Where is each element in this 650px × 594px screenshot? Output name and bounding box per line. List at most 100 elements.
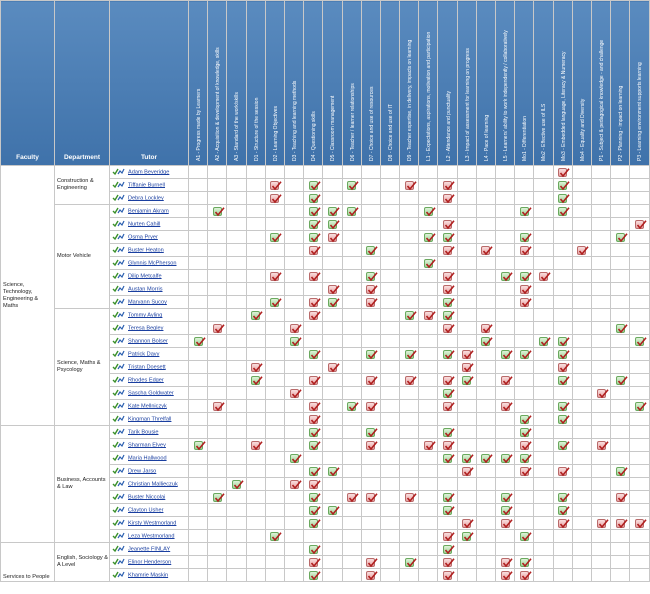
criterion-header[interactable]: L4 - Pace of learning [475, 0, 497, 166]
good-checkbox[interactable] [634, 401, 647, 411]
concern-checkbox[interactable] [366, 492, 378, 502]
concern-checkbox[interactable] [443, 375, 455, 385]
concern-checkbox[interactable] [327, 362, 340, 372]
good-checkbox[interactable] [308, 349, 321, 359]
good-checkbox[interactable] [289, 336, 302, 346]
criterion-header[interactable]: A1 - Progress made by Learners [187, 0, 209, 166]
concern-checkbox[interactable] [366, 401, 378, 411]
tutor-link[interactable]: Tarik Bousie [128, 429, 159, 436]
concern-checkbox[interactable] [481, 245, 494, 255]
criterion-header[interactable]: Mo2 - Effective use of ILS [533, 0, 554, 166]
concern-checkbox[interactable] [634, 219, 647, 229]
good-checkbox[interactable] [615, 232, 628, 242]
criterion-header[interactable]: D5 - Classroom management [322, 0, 343, 166]
tutor-status-icon[interactable] [112, 259, 125, 267]
tutor-status-icon[interactable] [112, 389, 125, 397]
concern-checkbox[interactable] [289, 388, 302, 398]
concern-checkbox[interactable] [500, 401, 513, 411]
good-checkbox[interactable] [366, 427, 378, 437]
good-checkbox[interactable] [558, 375, 570, 385]
concern-checkbox[interactable] [500, 518, 513, 528]
concern-checkbox[interactable] [519, 466, 532, 476]
good-checkbox[interactable] [481, 453, 494, 463]
good-checkbox[interactable] [558, 440, 570, 450]
good-checkbox[interactable] [308, 193, 321, 203]
good-checkbox[interactable] [443, 388, 455, 398]
department-header[interactable]: Department [54, 0, 110, 166]
tutor-link[interactable]: Clayton Usher [128, 507, 164, 514]
concern-checkbox[interactable] [538, 271, 551, 281]
tutor-link[interactable]: Buster Niccolai [128, 494, 166, 501]
concern-checkbox[interactable] [423, 440, 436, 450]
tutor-link[interactable]: Elinor Henderson [128, 559, 172, 566]
tutor-link[interactable]: Dilip Metcalfe [128, 273, 162, 280]
criterion-header[interactable]: A3 - Standard of the work/skills [226, 0, 247, 166]
good-checkbox[interactable] [443, 492, 455, 502]
good-checkbox[interactable] [251, 310, 263, 320]
tutor-link[interactable]: Austan Morris [128, 286, 163, 293]
good-checkbox[interactable] [558, 401, 570, 411]
good-checkbox[interactable] [404, 349, 417, 359]
good-checkbox[interactable] [615, 466, 628, 476]
good-checkbox[interactable] [558, 492, 570, 502]
concern-checkbox[interactable] [500, 557, 513, 567]
good-checkbox[interactable] [500, 271, 513, 281]
good-checkbox[interactable] [462, 453, 474, 463]
criterion-header[interactable]: L1 - Expectations, aspirations, motivati… [418, 0, 439, 166]
concern-checkbox[interactable] [270, 180, 282, 190]
good-checkbox[interactable] [270, 297, 282, 307]
good-checkbox[interactable] [443, 297, 455, 307]
tutor-status-icon[interactable] [112, 220, 125, 228]
good-checkbox[interactable] [308, 232, 321, 242]
concern-checkbox[interactable] [443, 284, 455, 294]
concern-checkbox[interactable] [500, 375, 513, 385]
tutor-status-icon[interactable] [112, 415, 125, 423]
concern-checkbox[interactable] [423, 310, 436, 320]
criterion-header[interactable]: D1 - Structure of the session [245, 0, 266, 166]
good-checkbox[interactable] [558, 505, 570, 515]
good-checkbox[interactable] [327, 297, 340, 307]
concern-checkbox[interactable] [462, 362, 474, 372]
good-checkbox[interactable] [212, 492, 225, 502]
good-checkbox[interactable] [308, 505, 321, 515]
good-checkbox[interactable] [615, 375, 628, 385]
criterion-header[interactable]: D3 - Teaching and learning methods [283, 0, 305, 166]
good-checkbox[interactable] [366, 349, 378, 359]
good-checkbox[interactable] [270, 531, 282, 541]
good-checkbox[interactable] [423, 232, 436, 242]
tutor-status-icon[interactable] [112, 168, 125, 176]
concern-checkbox[interactable] [462, 466, 474, 476]
concern-checkbox[interactable] [366, 570, 378, 580]
good-checkbox[interactable] [212, 206, 225, 216]
tutor-status-icon[interactable] [112, 350, 125, 358]
tutor-link[interactable]: Christian Mallieczuk [128, 481, 178, 488]
tutor-link[interactable]: Glynnis McPherson [128, 260, 177, 267]
criterion-header[interactable]: L2 - Attendance and punctuality [437, 0, 458, 166]
concern-checkbox[interactable] [404, 180, 417, 190]
good-checkbox[interactable] [308, 219, 321, 229]
good-checkbox[interactable] [308, 492, 321, 502]
concern-checkbox[interactable] [366, 297, 378, 307]
good-checkbox[interactable] [231, 479, 244, 489]
criterion-header[interactable]: D9 - Teacher expertise, in delivery, imp… [399, 0, 420, 166]
concern-checkbox[interactable] [289, 479, 302, 489]
tutor-link[interactable]: Rhodes Edger [128, 377, 164, 384]
concern-checkbox[interactable] [308, 245, 321, 255]
concern-checkbox[interactable] [251, 362, 263, 372]
tutor-status-icon[interactable] [112, 402, 125, 410]
good-checkbox[interactable] [500, 349, 513, 359]
good-checkbox[interactable] [193, 440, 206, 450]
criterion-header[interactable]: Mo3 - Embedded language, Literacy & Nume… [552, 0, 573, 166]
tutor-link[interactable]: Teresa Begley [128, 325, 164, 332]
tutor-link[interactable]: Osma Pryer [128, 234, 158, 241]
tutor-status-icon[interactable] [112, 233, 125, 241]
concern-checkbox[interactable] [443, 271, 455, 281]
good-checkbox[interactable] [519, 557, 532, 567]
tutor-status-icon[interactable] [112, 532, 125, 540]
concern-checkbox[interactable] [443, 401, 455, 411]
good-checkbox[interactable] [327, 219, 340, 229]
tutor-status-icon[interactable] [112, 441, 125, 449]
criterion-header[interactable]: D7 - Choice and use of resources [360, 0, 381, 166]
concern-checkbox[interactable] [558, 518, 570, 528]
concern-checkbox[interactable] [308, 557, 321, 567]
